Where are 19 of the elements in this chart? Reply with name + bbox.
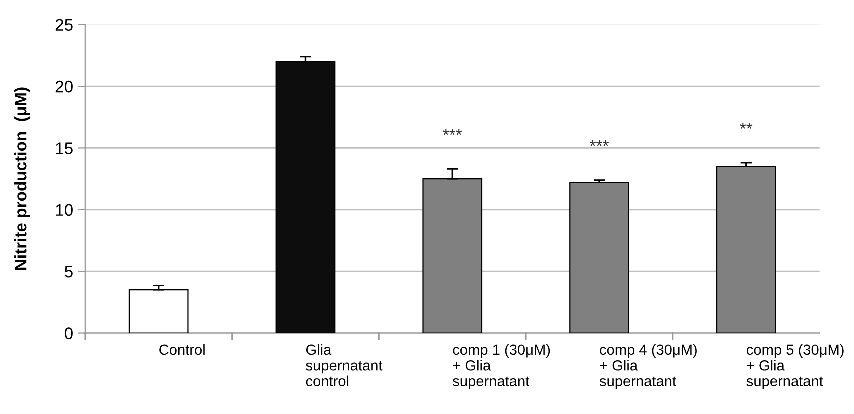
y-tick-label: 20 xyxy=(56,80,73,93)
y-tick-label: 10 xyxy=(56,204,73,216)
y-axis-title: Nitrite production (μM) xyxy=(14,88,30,270)
x-tick-label: comp 1 (30μM) + Glia supernatant xyxy=(453,344,550,390)
y-tick-label: 25 xyxy=(56,19,73,32)
x-tick-label: Glia supernatant control xyxy=(306,344,383,387)
bar xyxy=(128,290,189,334)
x-tick-label: Control xyxy=(160,344,205,356)
bar xyxy=(276,61,336,334)
x-tick-label: comp 4 (30μM) + Glia supernatant xyxy=(600,344,697,390)
y-tick-label: 0 xyxy=(64,328,73,340)
bar xyxy=(716,166,776,334)
annotation: *** xyxy=(590,140,609,146)
annotation: *** xyxy=(443,129,462,136)
y-tick-label: 15 xyxy=(56,142,73,154)
y-tick-label: 5 xyxy=(64,266,73,278)
bar xyxy=(570,182,630,334)
x-tick-label: comp 5 (30μM) + Glia supernatant xyxy=(746,344,844,390)
annotation: ** xyxy=(740,123,753,129)
